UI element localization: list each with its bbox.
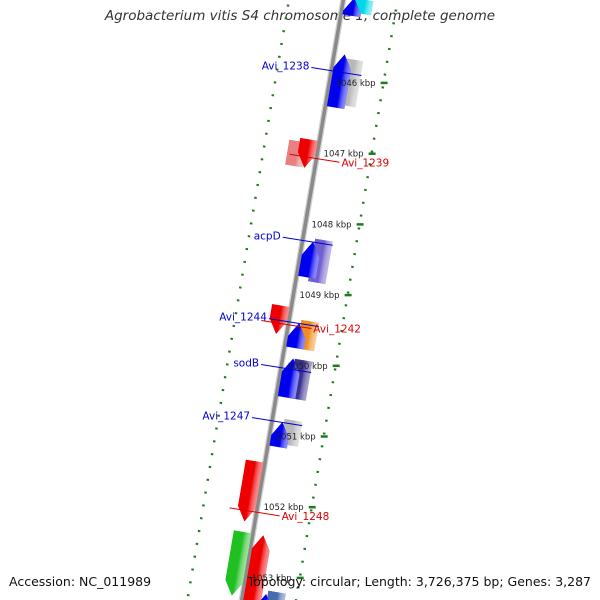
leader-acpd (282, 236, 333, 246)
tick-label-1046: 1046 kbp (336, 79, 376, 89)
leader-avi1248 (229, 507, 280, 517)
tick-label-1047: 1047 kbp (324, 150, 364, 160)
feature-shading-12 (277, 358, 300, 399)
leader-avi1239 (289, 153, 340, 163)
feature-shading-3 (327, 54, 351, 109)
feature-shading-16 (243, 535, 270, 600)
tick-label-1051: 1051 kbp (276, 433, 316, 443)
backbone-line (239, 0, 346, 600)
axis-ticks: 1046 kbp 1047 kbp 1048 kbp 1049 kbp 1050 kbp… (252, 79, 388, 584)
feature-shading-10 (286, 323, 306, 350)
tick-label-1048: 1048 kbp (312, 220, 352, 230)
gene-label-avi1247: Avi_1247 (202, 411, 250, 423)
feature-shading-14 (269, 422, 289, 449)
leader-avi1238 (311, 67, 362, 76)
tick-label-1053: 1053 kbp (252, 574, 292, 584)
leader-sodb (261, 364, 312, 373)
tick-label-1049: 1049 kbp (300, 291, 340, 301)
tick-label-1050: 1050 kbp (288, 362, 328, 372)
feature-shading-17 (225, 530, 252, 596)
gene-label-avi1244: Avi_1244 (219, 312, 267, 324)
gene-label-avi1242: Avi_1242 (313, 324, 361, 336)
gene-label-sodb: sodB (233, 358, 259, 370)
backbone (238, 0, 347, 600)
gene-label-acpd: acpD (254, 230, 281, 242)
feature-shading-15 (238, 459, 264, 522)
gene-label-avi1239: Avi_1239 (342, 157, 390, 169)
leader-avi1242 (261, 320, 312, 329)
map-title: Agrobacterium vitis S4 chromosome 1, com… (104, 8, 496, 24)
feature-shading-7 (298, 241, 320, 279)
feature-shading-18 (266, 590, 286, 600)
accession-text: Accession: NC_011989 (9, 574, 152, 589)
feature-shading-8 (269, 304, 290, 334)
leader-avi1244 (268, 318, 319, 328)
tick-label-1052: 1052 kbp (264, 503, 304, 513)
topology-text: Topology: circular; Length: 3,726,375 bp… (247, 574, 591, 589)
feature-shading-1 (342, 0, 361, 18)
leader-avi1247 (252, 417, 303, 427)
feature-shading-5 (298, 138, 318, 168)
gene-label-avi1248: Avi_1248 (282, 511, 330, 523)
feature-track (225, 0, 374, 600)
gene-labels: Avi_1238 acpD Avi_1244 sodB Avi_1247 Avi_1239… (202, 61, 389, 523)
gene-label-avi1238: Avi_1238 (262, 61, 310, 73)
feature-shading-19 (260, 594, 269, 600)
